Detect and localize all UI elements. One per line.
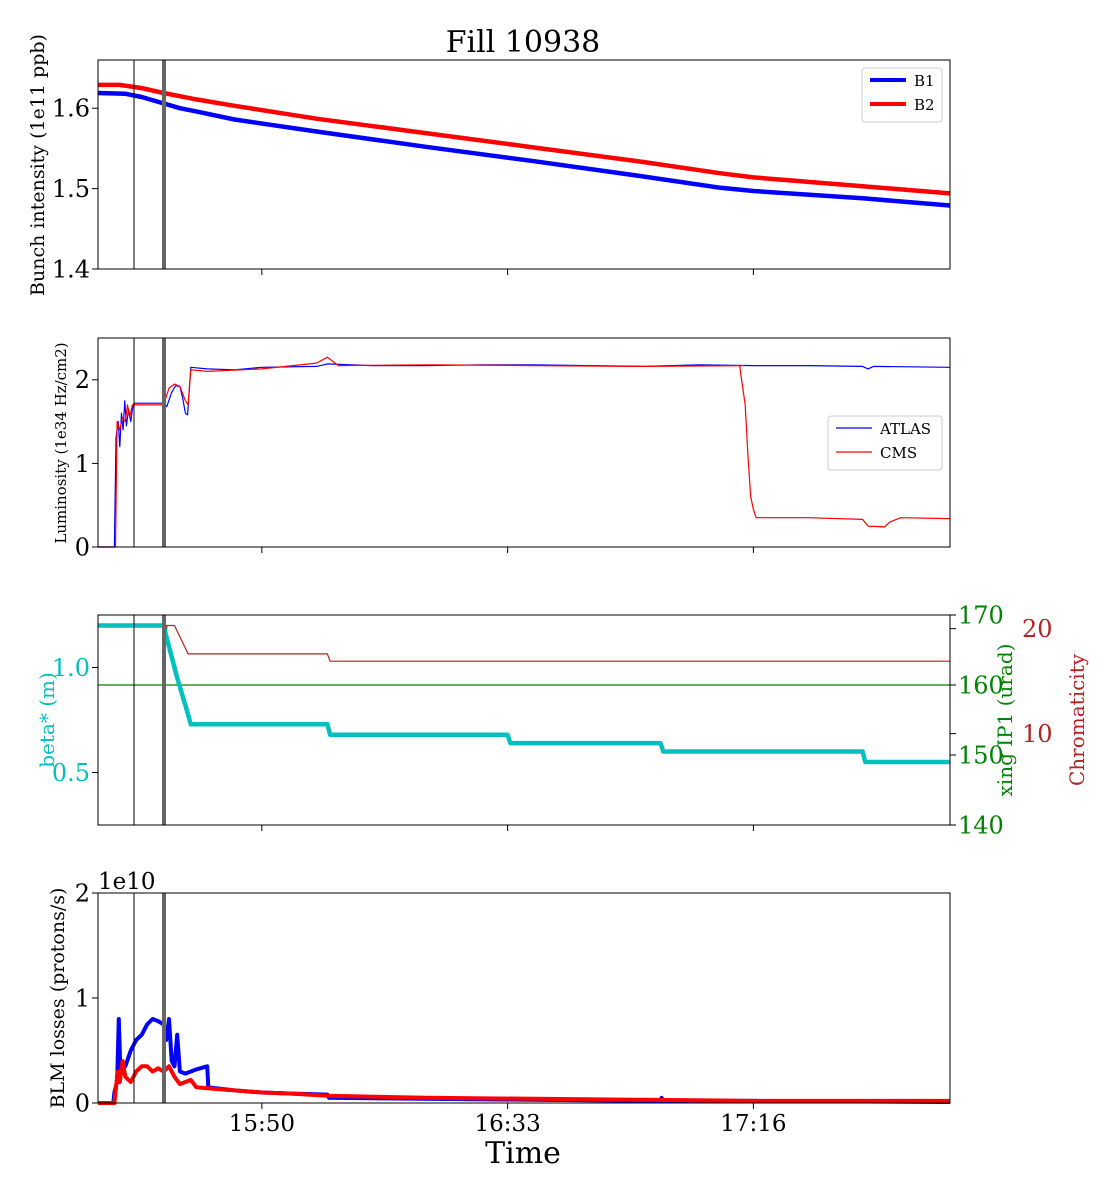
y-tick-label: 0 <box>75 533 90 561</box>
y-axis-label: BLM losses (protons/s) <box>47 888 69 1109</box>
y-tick-label: 2 <box>75 879 90 907</box>
series-atlas <box>98 363 951 548</box>
y-tick-label: 1.5 <box>52 175 90 203</box>
y-tick-label: 1.0 <box>52 654 90 682</box>
plot-frame <box>97 337 951 548</box>
x-tick-label: 15:50 <box>229 1111 295 1137</box>
legend-box <box>827 415 943 471</box>
series-b2 <box>98 82 951 196</box>
y2-axis-label: xing IP1 (urad) <box>993 644 1017 797</box>
series-beta-star <box>98 623 950 765</box>
plot-frame <box>97 59 951 270</box>
y-tick-label: 1 <box>75 450 90 478</box>
legend: B1 B2 <box>861 67 943 123</box>
series-chromaticity <box>98 624 950 662</box>
bunch-intensity-series <box>97 82 951 208</box>
plot-frame <box>97 892 951 1104</box>
y-tick-label: 140 <box>958 811 1004 839</box>
legend-label-cms: CMS <box>880 444 917 462</box>
y-tick-label: 1 <box>75 984 90 1012</box>
y-tick-label: 0 <box>75 1089 90 1117</box>
series-b1 <box>97 90 951 208</box>
y-ticks: 0 1 2 <box>75 879 98 1117</box>
y2-ticks: 140 150 160 170 <box>950 601 1004 839</box>
y3-ticks: 10 20 <box>950 615 1053 748</box>
x-tick-label: 17:16 <box>720 1111 786 1137</box>
y-tick-label: 150 <box>958 741 1004 769</box>
x-axis-label: Time <box>485 1136 561 1171</box>
panel-bunch-intensity: 1.4 1.5 1.6 Bunch intensity (1e11 ppb) B1 … <box>27 34 951 296</box>
legend-label-b1: B1 <box>914 72 935 90</box>
panel-blm-losses: 0 1 2 15:50 16:33 17:16 1e10 BLM losses (pro… <box>47 869 951 1171</box>
optics-series <box>98 623 950 765</box>
y-axis-label: Luminosity (1e34 Hz/cm2) <box>52 342 70 543</box>
x-ticks <box>261 269 754 275</box>
series-cms <box>98 356 951 548</box>
y-tick-label: 1.6 <box>52 95 90 123</box>
y-tick-label: 0.5 <box>52 759 90 787</box>
y-axis-label: beta* (m) <box>35 672 59 768</box>
legend-label-b2: B2 <box>914 96 935 114</box>
y-tick-label: 2 <box>75 366 90 394</box>
y-tick-label: 170 <box>958 601 1004 629</box>
y-tick-label: 1.4 <box>52 255 90 283</box>
y-ticks: 0 1 2 <box>75 366 98 561</box>
x-tick-label: 16:33 <box>474 1111 540 1137</box>
y3-axis-label: Chromaticity <box>1065 653 1089 786</box>
y-axis-label: Bunch intensity (1e11 ppb) <box>27 34 49 296</box>
y-tick-label: 20 <box>1022 615 1053 643</box>
legend-label-atlas: ATLAS <box>879 420 931 438</box>
y-ticks: 0.5 1.0 <box>52 654 98 787</box>
legend: ATLAS CMS <box>827 415 943 471</box>
panel-luminosity: 0 1 2 Luminosity (1e34 Hz/cm2) ATLAS CMS <box>52 337 951 561</box>
y-tick-label: 160 <box>958 671 1004 699</box>
blm-series <box>98 1017 951 1105</box>
figure-title: Fill 10938 <box>446 25 601 60</box>
x-ticks: 15:50 16:33 17:16 <box>229 1103 787 1137</box>
x-ticks <box>261 547 754 553</box>
plot-frame <box>97 614 951 826</box>
y-tick-label: 10 <box>1022 720 1053 748</box>
series-blm-b2 <box>98 1059 950 1105</box>
panel-beta-xing-chromaticity: 0.5 1.0 140 150 160 170 10 20 beta* (m) xing … <box>35 601 1089 839</box>
y-ticks: 1.4 1.5 1.6 <box>52 95 98 283</box>
luminosity-series <box>98 356 951 548</box>
x-ticks <box>261 825 754 831</box>
y-offset-label: 1e10 <box>98 869 156 895</box>
